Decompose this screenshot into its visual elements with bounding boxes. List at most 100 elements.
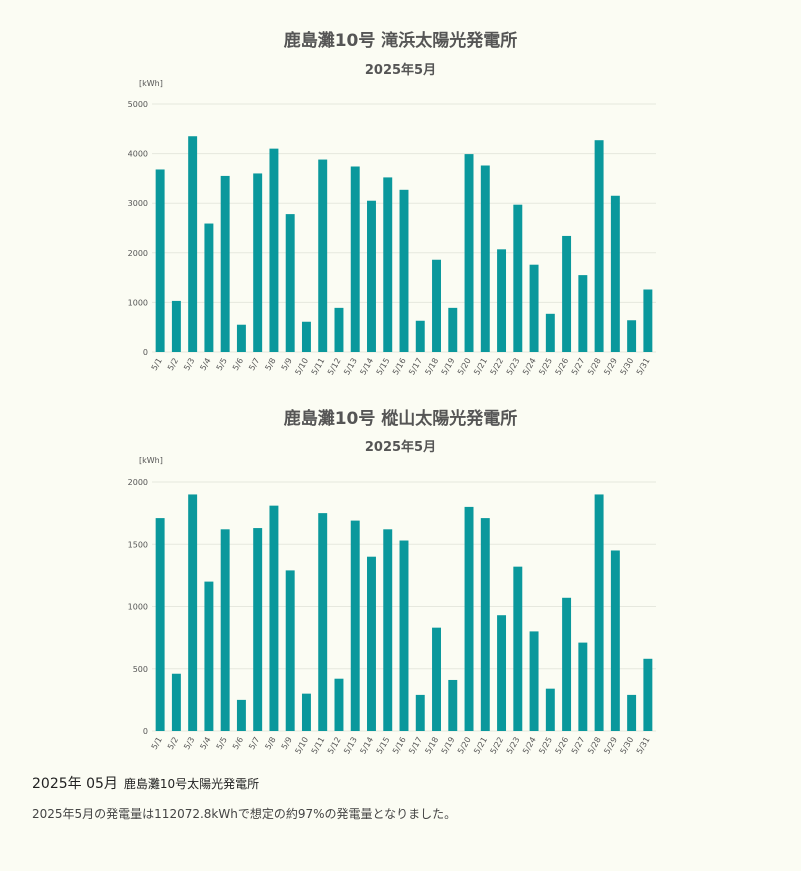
y-tick-label: 1000 xyxy=(128,298,148,307)
x-tick-label: 5/19 xyxy=(440,736,457,756)
bar xyxy=(627,694,637,731)
bar xyxy=(253,528,263,731)
bar xyxy=(318,513,328,731)
bar xyxy=(155,518,165,731)
bar xyxy=(236,324,246,352)
x-tick-label: 5/30 xyxy=(619,736,636,756)
bar xyxy=(464,506,474,731)
bar xyxy=(383,177,393,352)
bar xyxy=(594,494,604,731)
bar xyxy=(562,235,572,352)
bar xyxy=(610,550,620,731)
x-tick-label: 5/29 xyxy=(602,736,619,756)
x-tick-label: 5/11 xyxy=(310,736,327,756)
bar xyxy=(269,505,279,731)
x-tick-label: 5/8 xyxy=(263,736,277,752)
x-tick-label: 5/1 xyxy=(150,736,164,752)
bar xyxy=(269,148,279,352)
bar xyxy=(188,494,198,731)
x-tick-label: 5/6 xyxy=(231,736,245,752)
x-tick-label: 5/5 xyxy=(215,736,229,752)
x-tick-label: 5/7 xyxy=(247,736,261,752)
bar xyxy=(529,264,539,352)
bar xyxy=(432,259,441,352)
bar xyxy=(415,694,425,731)
x-tick-label: 5/22 xyxy=(489,736,506,756)
y-tick-label: 500 xyxy=(133,665,148,674)
bar xyxy=(367,556,376,731)
x-tick-label: 5/31 xyxy=(635,736,652,756)
x-tick-label: 5/25 xyxy=(537,736,554,756)
bar xyxy=(220,529,230,731)
bar xyxy=(643,658,653,731)
bar xyxy=(448,679,458,731)
bar xyxy=(350,520,360,731)
x-tick-label: 5/18 xyxy=(423,736,440,756)
bar xyxy=(334,678,344,731)
x-tick-label: 5/23 xyxy=(505,736,522,756)
x-tick-label: 5/16 xyxy=(391,736,408,756)
x-tick-label: 5/17 xyxy=(407,736,424,756)
x-tick-label: 5/3 xyxy=(182,736,196,752)
bar xyxy=(545,688,555,731)
bar xyxy=(497,615,507,731)
bar xyxy=(399,189,409,352)
y-tick-label: 0 xyxy=(143,348,148,357)
y-tick-label: 2000 xyxy=(128,478,148,487)
y-tick-label: 4000 xyxy=(128,150,148,159)
y-tick-label: 2000 xyxy=(128,249,148,258)
bar xyxy=(643,289,653,352)
bar xyxy=(513,566,523,731)
bar xyxy=(285,570,295,731)
x-tick-label: 5/2 xyxy=(166,736,180,752)
chart-title: 鹿島灘10号 滝浜太陽光発電所 xyxy=(283,31,518,51)
bar xyxy=(301,693,311,731)
chart-subtitle: 2025年5月 xyxy=(364,440,437,455)
x-tick-label: 5/15 xyxy=(375,736,392,756)
bar xyxy=(318,159,328,352)
bar xyxy=(432,627,441,731)
y-tick-label: 1000 xyxy=(128,603,148,612)
y-tick-label: 1500 xyxy=(128,540,148,549)
y-axis-label: [kWh] xyxy=(139,456,163,465)
bar xyxy=(578,275,588,352)
x-tick-label: 5/21 xyxy=(472,736,489,756)
bar xyxy=(204,223,214,352)
bar xyxy=(285,214,295,352)
bar xyxy=(578,642,588,731)
bar xyxy=(155,169,165,352)
bar xyxy=(497,249,507,352)
x-tick-label: 5/4 xyxy=(198,736,212,752)
bar xyxy=(627,320,637,352)
chart-title: 鹿島灘10号 樅山太陽光発電所 xyxy=(283,409,518,429)
y-axis-label: [kWh] xyxy=(139,79,163,88)
report-plant-name: 鹿島灘10号太陽光発電所 xyxy=(123,777,260,791)
bar xyxy=(350,166,360,352)
x-tick-label: 5/28 xyxy=(586,736,603,756)
bar xyxy=(383,529,393,731)
bar xyxy=(610,195,620,352)
bar xyxy=(399,540,409,731)
chart-subtitle: 2025年5月 xyxy=(364,63,437,78)
bar xyxy=(171,300,181,352)
bar xyxy=(464,154,474,352)
bar xyxy=(334,307,344,352)
bar xyxy=(448,307,458,352)
bar xyxy=(253,173,263,352)
y-tick-label: 3000 xyxy=(128,199,148,208)
bar xyxy=(301,321,311,352)
y-tick-label: 5000 xyxy=(128,100,148,109)
bar xyxy=(415,320,425,352)
report-heading: 2025年 05月 鹿島灘10号太陽光発電所 xyxy=(32,773,259,793)
report-month: 2025年 05月 xyxy=(32,776,118,792)
bar xyxy=(529,631,539,731)
report-summary: 2025年5月の発電量は112072.8kWhで想定の約97%の発電量となりまし… xyxy=(32,807,457,821)
y-tick-label: 0 xyxy=(143,727,148,736)
bar xyxy=(594,140,604,352)
x-tick-label: 5/27 xyxy=(570,736,587,756)
bar xyxy=(220,175,230,352)
bar xyxy=(188,136,198,352)
x-tick-label: 5/26 xyxy=(554,736,571,756)
